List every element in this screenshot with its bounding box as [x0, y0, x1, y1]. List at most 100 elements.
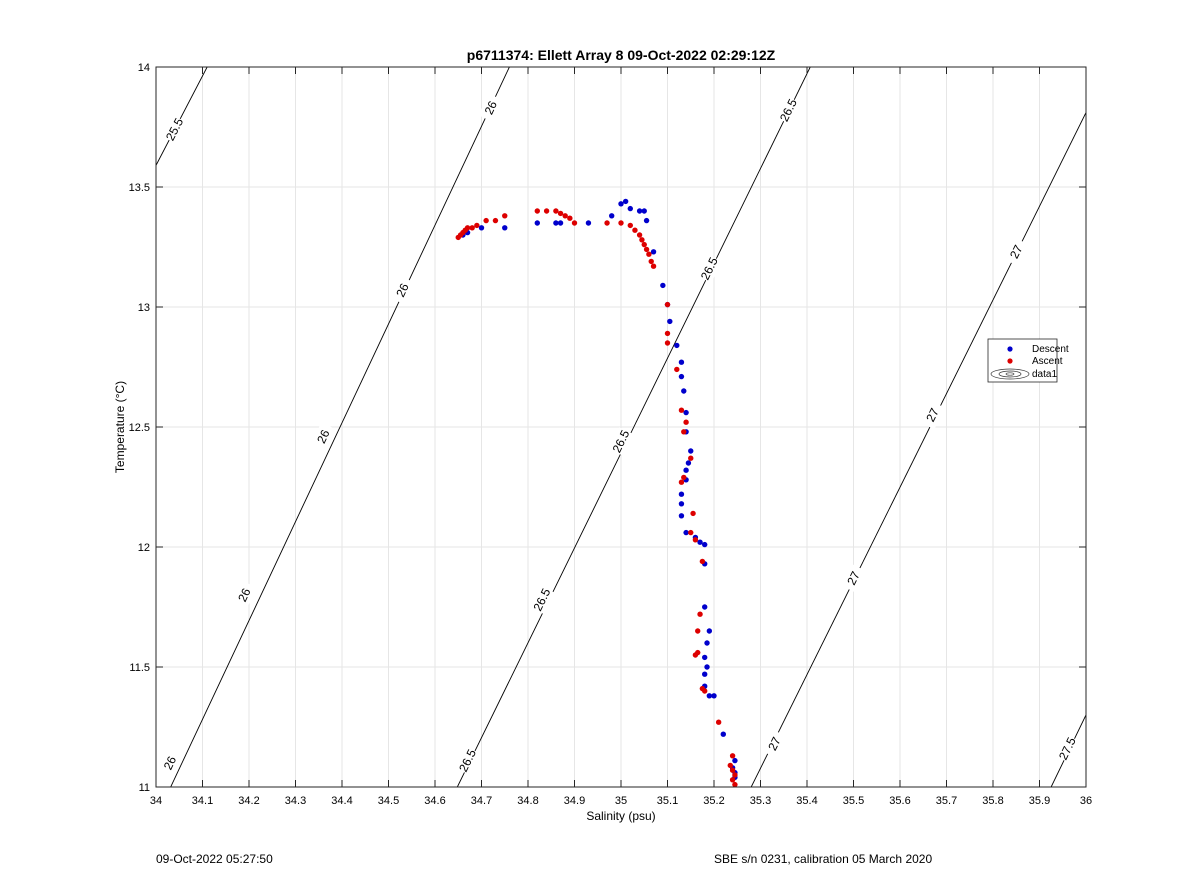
point-ascent: [618, 220, 624, 226]
point-ascent: [627, 222, 633, 229]
point-descent: [678, 373, 685, 380]
point-ascent: [664, 330, 671, 337]
x-tick-label: 35.2: [703, 795, 724, 807]
y-tick-label: 11: [139, 782, 150, 794]
point-ascent: [692, 652, 699, 658]
point-descent: [678, 359, 685, 365]
point-descent: [534, 220, 540, 226]
point-ascent: [492, 217, 499, 224]
legend-marker-ascent: [1007, 358, 1013, 364]
x-axis-ticks: 34 34.1 34.2 34.3 34.4 34.5 34.6 34.7 34.8 34.9 35…: [150, 67, 1092, 807]
contour-label-background: [157, 748, 183, 778]
contour-label-background: [775, 95, 801, 125]
point-ascent: [664, 340, 671, 346]
x-tick-label: 34.1: [192, 795, 213, 807]
point-descent: [720, 731, 726, 737]
point-ascent: [692, 537, 699, 543]
point-ascent: [683, 419, 689, 425]
point-descent: [685, 460, 692, 466]
point-descent: [683, 529, 689, 536]
point-ascent: [502, 213, 508, 219]
contour-label-background: [1003, 237, 1029, 267]
contour-label-background: [390, 275, 415, 305]
x-tick-label: 34: [150, 795, 162, 807]
point-descent: [678, 501, 685, 507]
point-descent: [683, 409, 689, 416]
y-axis-ticks: 11 11.5 12 12.5 13 13.5 14: [129, 62, 1086, 794]
data-points: [455, 198, 738, 788]
point-ascent: [534, 208, 540, 214]
point-descent: [622, 198, 629, 205]
contour-label-background: [1054, 734, 1080, 763]
x-axis-label: Salinity (psu): [586, 809, 655, 823]
point-ascent: [729, 767, 736, 773]
point-descent: [502, 225, 508, 231]
point-descent: [636, 208, 643, 214]
x-tick-label: 35.3: [750, 795, 771, 807]
x-tick-label: 34.7: [471, 795, 492, 807]
point-descent: [557, 220, 564, 226]
x-tick-label: 35: [615, 795, 627, 807]
contour-label: 27: [923, 406, 942, 424]
contour-label-background: [608, 427, 634, 456]
point-ascent: [674, 366, 680, 373]
contour-label-background: [920, 400, 946, 430]
point-descent: [660, 282, 666, 289]
point-descent: [732, 757, 738, 764]
x-tick-label: 34.3: [285, 795, 306, 807]
y-axis-label: Temperature (°C): [113, 381, 127, 473]
point-descent: [641, 208, 647, 214]
point-ascent: [469, 225, 475, 231]
point-descent: [667, 318, 673, 325]
x-tick-label: 34.6: [424, 795, 445, 807]
point-descent: [702, 604, 708, 610]
contour-label: 27: [1007, 242, 1026, 260]
chart-title: p6711374: Ellett Array 8 09-Oct-2022 02:…: [467, 47, 776, 63]
point-descent: [702, 654, 708, 661]
footer-calibration: SBE s/n 0231, calibration 05 March 2020: [714, 852, 933, 866]
isopycnal-line: [156, 67, 208, 166]
point-ascent: [697, 611, 703, 617]
contour-labels: 25.5262626262626.526.526.526.526.5272727…: [157, 93, 1080, 778]
point-descent: [618, 201, 624, 207]
point-descent: [702, 671, 708, 677]
point-ascent: [690, 510, 696, 517]
point-ascent: [702, 688, 708, 694]
point-descent: [674, 342, 680, 349]
point-descent: [553, 220, 559, 226]
point-descent: [704, 664, 710, 670]
footer-timestamp: 09-Oct-2022 05:27:50: [156, 852, 273, 866]
point-ascent: [643, 246, 650, 253]
contour-label-background: [311, 422, 336, 451]
point-descent: [706, 628, 713, 634]
contour-label: 26: [161, 754, 179, 772]
x-tick-label: 34.5: [378, 795, 399, 807]
grid: [155, 66, 1087, 788]
point-ascent: [553, 208, 559, 214]
point-ascent: [688, 529, 694, 536]
point-ascent: [678, 407, 685, 413]
isopycnal-line: [456, 67, 811, 787]
point-descent: [650, 249, 657, 255]
point-descent: [683, 467, 689, 473]
point-ascent: [632, 227, 638, 233]
point-descent: [627, 205, 633, 212]
point-ascent: [641, 241, 647, 248]
contour-label-background: [761, 729, 787, 759]
legend-contour-icon: [990, 368, 1030, 380]
x-tick-label: 35.9: [1029, 795, 1050, 807]
point-ascent: [695, 628, 701, 634]
contour-label-background: [161, 115, 188, 144]
contour-label-background: [232, 580, 257, 610]
point-ascent: [557, 210, 564, 217]
point-descent: [643, 217, 650, 224]
x-tick-label: 36: [1080, 795, 1092, 807]
legend: Descent Ascent data1: [987, 338, 1069, 383]
point-ascent: [732, 781, 738, 788]
point-ascent: [562, 213, 568, 219]
x-tick-label: 35.6: [889, 795, 910, 807]
x-tick-label: 34.4: [331, 795, 352, 807]
point-ascent: [483, 217, 489, 224]
point-descent: [678, 513, 685, 519]
